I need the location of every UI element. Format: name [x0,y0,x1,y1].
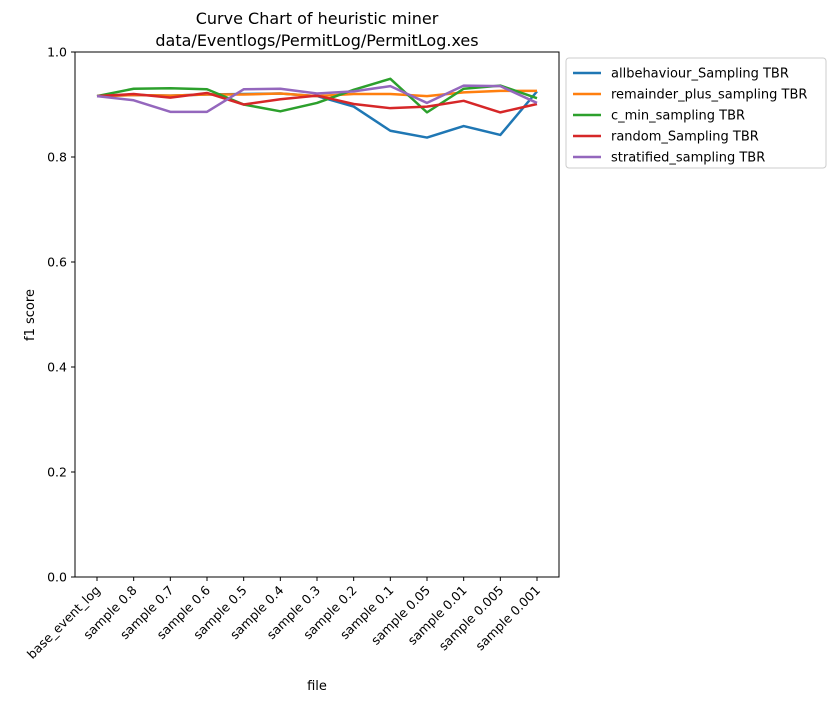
legend-entry-label: remainder_plus_sampling TBR [611,88,807,103]
chart-subtitle: data/Eventlogs/PermitLog/PermitLog.xes [155,31,478,50]
y-tick-label: 0.2 [47,465,67,480]
series-line-4 [96,84,538,114]
legend-entry-label: random_Sampling TBR [611,130,759,145]
y-tick-label: 0.8 [47,150,67,165]
series-line-2 [96,77,538,114]
y-tick-label: 1.0 [47,45,67,60]
x-tick-label: sample 0.001 [472,583,543,654]
legend-entry-label: c_min_sampling TBR [611,109,745,124]
y-tick-label: 0.6 [47,255,67,270]
y-tick-label: 0.4 [47,360,67,375]
y-axis: 0.0 0.2 0.4 0.6 0.8 1.0 [47,45,75,585]
y-tick-label: 0.0 [47,570,67,585]
series-line-0 [96,90,538,139]
chart-title: Curve Chart of heuristic miner [196,9,439,28]
x-axis-label: file [307,679,327,694]
plot-area [96,77,538,139]
legend-entry-label: allbehaviour_Sampling TBR [611,67,789,82]
y-axis-label: f1 score [23,289,38,341]
legend-frame [565,57,827,169]
legend-entry-label: stratified_sampling TBR [611,151,765,166]
series-line-3 [96,91,538,114]
legend: allbehaviour_Sampling TBR remainder_plus_… [565,57,827,169]
